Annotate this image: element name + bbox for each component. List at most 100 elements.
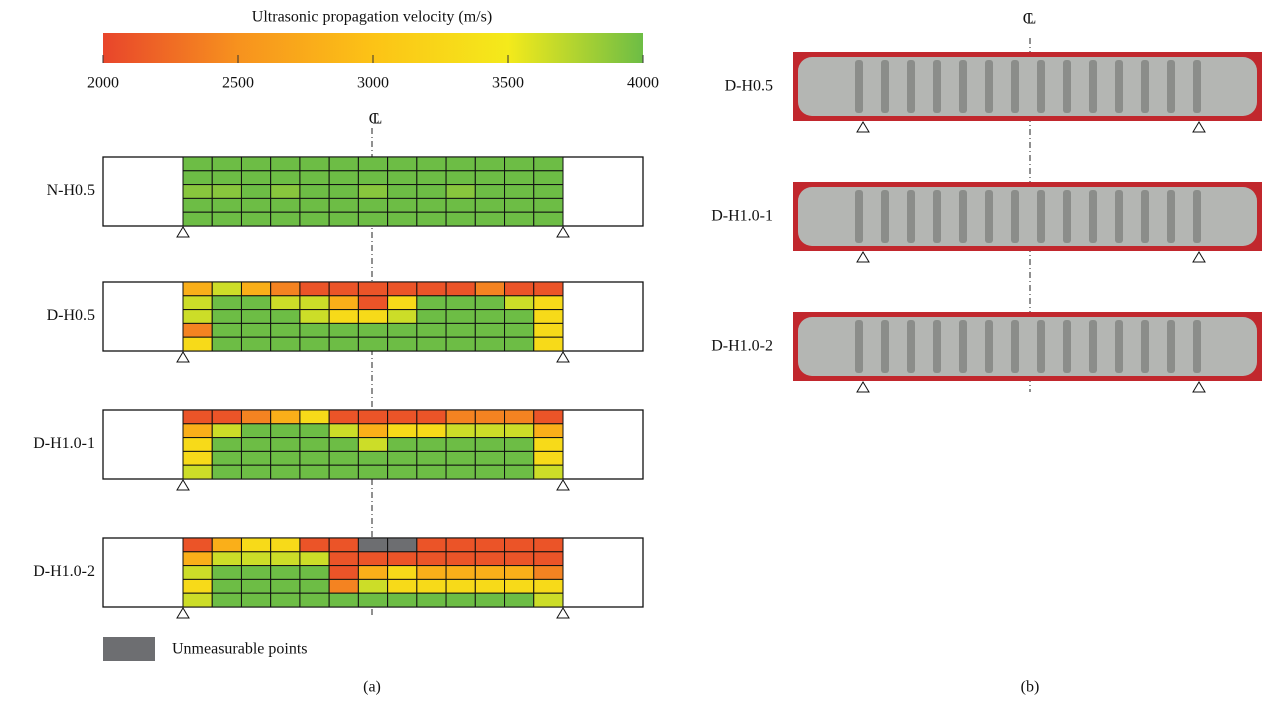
centerline-label: CL: [369, 111, 382, 128]
heat-cell: [212, 157, 241, 171]
heat-cell: [358, 566, 387, 580]
crack-band: [1193, 190, 1201, 243]
heat-cell: [505, 410, 534, 424]
heat-cell: [271, 465, 300, 479]
heat-cell: [241, 212, 270, 226]
heat-cell: [212, 538, 241, 552]
crack-band: [881, 320, 889, 373]
heat-cell: [300, 593, 329, 607]
heat-cell: [300, 424, 329, 438]
heat-cell: [271, 212, 300, 226]
heat-cell: [358, 451, 387, 465]
heat-cell: [271, 171, 300, 185]
heat-cell: [475, 185, 504, 199]
crack-band: [855, 60, 863, 113]
heat-cell: [271, 451, 300, 465]
heat-cell: [300, 579, 329, 593]
support: [1193, 252, 1205, 262]
heat-cell: [212, 438, 241, 452]
heat-cell: [475, 296, 504, 310]
heat-cell: [183, 552, 212, 566]
heat-cell: [241, 198, 270, 212]
heat-cell: [505, 171, 534, 185]
heat-cell: [358, 579, 387, 593]
heat-cell: [534, 438, 563, 452]
heat-cell: [358, 538, 387, 552]
heat-cell: [241, 566, 270, 580]
support: [177, 480, 189, 490]
heat-cell: [212, 451, 241, 465]
heat-cell: [505, 212, 534, 226]
heat-cell: [183, 424, 212, 438]
heat-cell: [271, 185, 300, 199]
heat-cell: [329, 171, 358, 185]
caption: (b): [1021, 679, 1040, 696]
heat-cell: [417, 566, 446, 580]
heat-cell: [300, 438, 329, 452]
crack-band: [1115, 190, 1123, 243]
heat-cell: [534, 538, 563, 552]
heat-cell: [241, 465, 270, 479]
crack-band: [985, 190, 993, 243]
heat-cell: [388, 538, 417, 552]
photo-label: D-H0.5: [725, 78, 773, 95]
heat-cell: [300, 337, 329, 351]
heat-cell: [329, 424, 358, 438]
heat-cell: [534, 296, 563, 310]
heat-cell: [534, 323, 563, 337]
heat-cell: [388, 282, 417, 296]
heat-cell: [241, 579, 270, 593]
heat-cell: [388, 424, 417, 438]
crack-band: [985, 320, 993, 373]
heat-cell: [446, 424, 475, 438]
heat-cell: [300, 296, 329, 310]
specimen: [798, 317, 1257, 376]
heat-cell: [271, 310, 300, 324]
heat-cell: [183, 212, 212, 226]
heat-cell: [388, 579, 417, 593]
heat-cell: [183, 451, 212, 465]
heat-cell: [475, 171, 504, 185]
heat-cell: [212, 171, 241, 185]
heat-cell: [329, 438, 358, 452]
heat-cell: [388, 410, 417, 424]
crack-band: [1089, 190, 1097, 243]
crack-band: [1141, 60, 1149, 113]
colorbar-title: Ultrasonic propagation velocity (m/s): [252, 9, 492, 26]
panel-label: D-H1.0-1: [33, 435, 95, 452]
heat-cell: [358, 282, 387, 296]
heat-cell: [183, 438, 212, 452]
crack-band: [907, 320, 915, 373]
colorbar-tick-label: 2000: [87, 75, 119, 92]
heat-cell: [241, 282, 270, 296]
heat-cell: [241, 593, 270, 607]
heat-cell: [388, 323, 417, 337]
photo-label: D-H1.0-1: [711, 208, 773, 225]
heat-cell: [475, 538, 504, 552]
heat-cell: [505, 465, 534, 479]
heat-cell: [505, 593, 534, 607]
heat-cell: [534, 337, 563, 351]
heat-cell: [446, 185, 475, 199]
heat-cell: [329, 157, 358, 171]
panel-label: D-H0.5: [47, 307, 95, 324]
heat-cell: [417, 538, 446, 552]
heat-cell: [329, 593, 358, 607]
heat-cell: [388, 296, 417, 310]
heat-cell: [241, 424, 270, 438]
crack-band: [907, 190, 915, 243]
heat-cell: [271, 410, 300, 424]
heat-cell: [358, 212, 387, 226]
heat-cell: [271, 538, 300, 552]
heat-cell: [212, 579, 241, 593]
heat-cell: [271, 282, 300, 296]
heat-cell: [388, 593, 417, 607]
support: [557, 608, 569, 618]
heat-cell: [505, 337, 534, 351]
heat-cell: [505, 451, 534, 465]
heat-cell: [212, 310, 241, 324]
heat-cell: [329, 185, 358, 199]
heat-cell: [212, 465, 241, 479]
crack-band: [1037, 190, 1045, 243]
support: [557, 227, 569, 237]
